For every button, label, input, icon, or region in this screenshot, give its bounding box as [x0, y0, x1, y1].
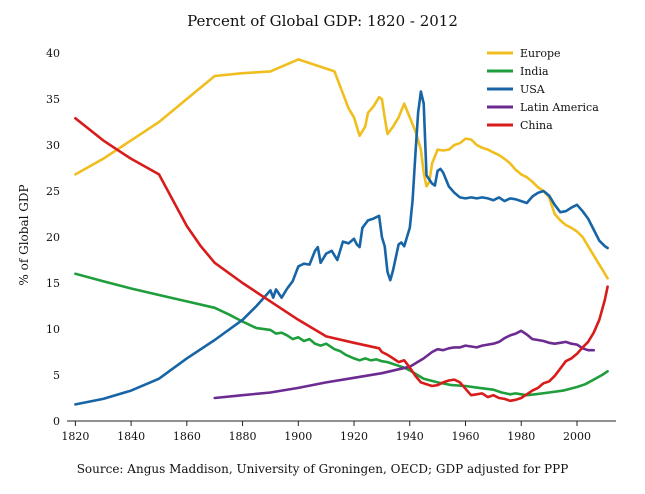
series-line-usa — [74, 90, 609, 406]
y-tick-label: 0 — [53, 415, 60, 428]
y-tick-label: 15 — [46, 277, 60, 290]
chart-title: Percent of Global GDP: 1820 - 2012 — [187, 12, 458, 30]
x-tick-label: 1860 — [173, 430, 201, 443]
source-note: Source: Angus Maddison, University of Gr… — [76, 462, 569, 476]
y-tick-label: 30 — [46, 139, 60, 152]
y-tick-label: 20 — [46, 231, 60, 244]
legend-label: China — [520, 119, 553, 132]
series-line-india — [74, 272, 609, 397]
series-lines — [74, 58, 609, 406]
x-tick-label: 1960 — [452, 430, 480, 443]
series-line-europe — [74, 58, 609, 280]
axes: 1820 1840 1860 1880 1900 1920 1940 1960 1980 2000… — [46, 47, 616, 443]
series-line-latin-america — [213, 329, 595, 400]
x-tick-label: 1920 — [340, 430, 368, 443]
x-tick-label: 2000 — [563, 430, 591, 443]
x-tick-label: 1820 — [61, 430, 89, 443]
x-tick-label: 1980 — [507, 430, 535, 443]
y-tick-label: 35 — [46, 93, 60, 106]
legend-label: India — [520, 65, 549, 78]
x-tick-label: 1880 — [229, 430, 257, 443]
y-tick-label: 10 — [46, 323, 60, 336]
legend-label: Europe — [520, 47, 561, 60]
legend: Europe India USA Latin America China — [487, 47, 599, 132]
x-tick-label: 1940 — [396, 430, 424, 443]
y-tick-label: 25 — [46, 185, 60, 198]
series-line-china — [74, 117, 609, 403]
legend-label: USA — [520, 83, 546, 96]
x-tick-label: 1900 — [284, 430, 312, 443]
y-tick-label: 40 — [46, 47, 60, 60]
y-tick-label: 5 — [53, 369, 60, 382]
legend-label: Latin America — [520, 101, 599, 114]
x-tick-label: 1840 — [117, 430, 145, 443]
